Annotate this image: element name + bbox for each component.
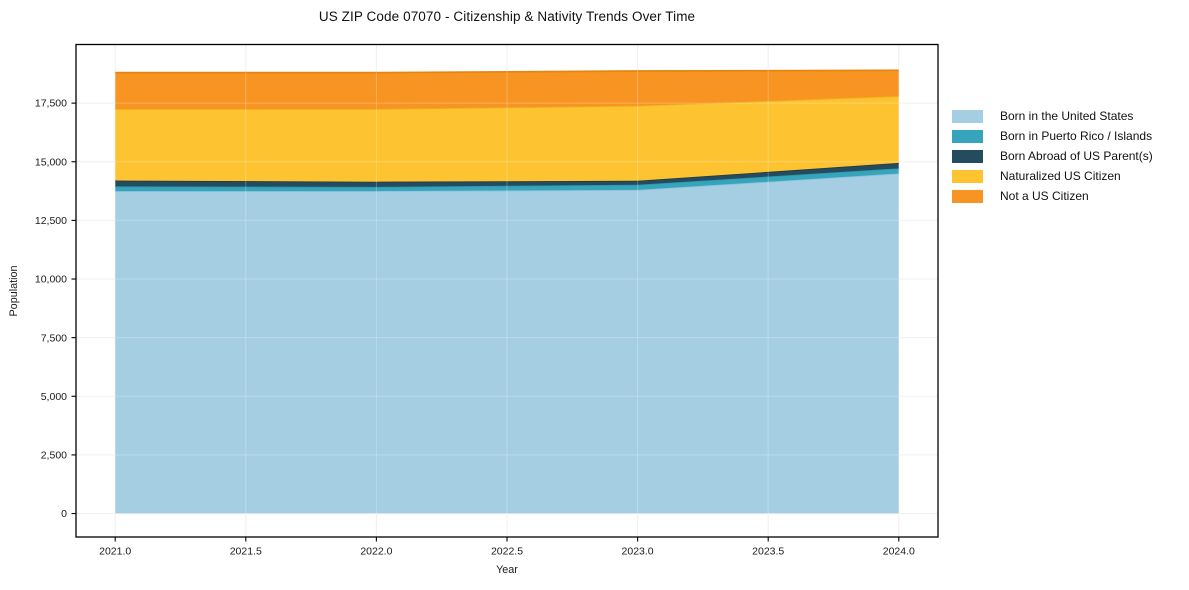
y-tick-label: 12,500 <box>35 215 67 227</box>
y-tick-label: 0 <box>61 508 67 520</box>
legend-item: Born in Puerto Rico / Islands <box>952 126 1153 146</box>
x-tick-label: 2021.0 <box>99 546 131 558</box>
legend-swatch-icon <box>952 169 983 183</box>
area-born-in-the-united-states <box>115 173 899 514</box>
chart-title: US ZIP Code 07070 - Citizenship & Nativi… <box>318 9 696 24</box>
y-tick-label: 2,500 <box>41 450 67 462</box>
area-not-a-us-citizen <box>115 70 899 109</box>
y-tick-label: 5,000 <box>41 391 67 403</box>
x-tick-label: 2023.5 <box>752 546 784 558</box>
legend-swatch-icon <box>952 149 983 163</box>
x-tick-label: 2022.0 <box>360 546 392 558</box>
area-naturalized-us-citizen <box>115 96 899 182</box>
x-axis-label: Year <box>496 564 518 576</box>
legend-label: Born in Puerto Rico / Islands <box>1000 129 1153 143</box>
y-tick-label: 17,500 <box>35 98 67 110</box>
legend: Born in the United States Born in Puerto … <box>952 106 1153 206</box>
x-tick-label: 2023.0 <box>622 546 654 558</box>
legend-swatch-icon <box>952 109 983 123</box>
y-tick-label: 10,000 <box>35 274 67 286</box>
legend-label: Born Abroad of US Parent(s) <box>1000 149 1153 163</box>
x-tick-label: 2024.0 <box>883 546 915 558</box>
legend-swatch-icon <box>952 189 983 203</box>
y-tick-label: 7,500 <box>41 332 67 344</box>
area-born-in-puerto-rico-islands <box>115 168 899 192</box>
legend-label: Not a US Citizen <box>1000 189 1089 203</box>
legend-item: Naturalized US Citizen <box>952 166 1153 186</box>
legend-label: Born in the United States <box>1000 109 1134 123</box>
legend-item: Born Abroad of US Parent(s) <box>952 146 1153 166</box>
legend-item: Not a US Citizen <box>952 186 1153 206</box>
area-edge <box>115 69 899 74</box>
x-tick-label: 2021.5 <box>230 546 262 558</box>
legend-swatch-icon <box>952 129 983 143</box>
y-axis-label: Population <box>8 265 20 317</box>
legend-item: Born in the United States <box>952 106 1153 126</box>
x-tick-label: 2022.5 <box>491 546 523 558</box>
legend-label: Naturalized US Citizen <box>1000 169 1121 183</box>
y-tick-label: 15,000 <box>35 156 67 168</box>
